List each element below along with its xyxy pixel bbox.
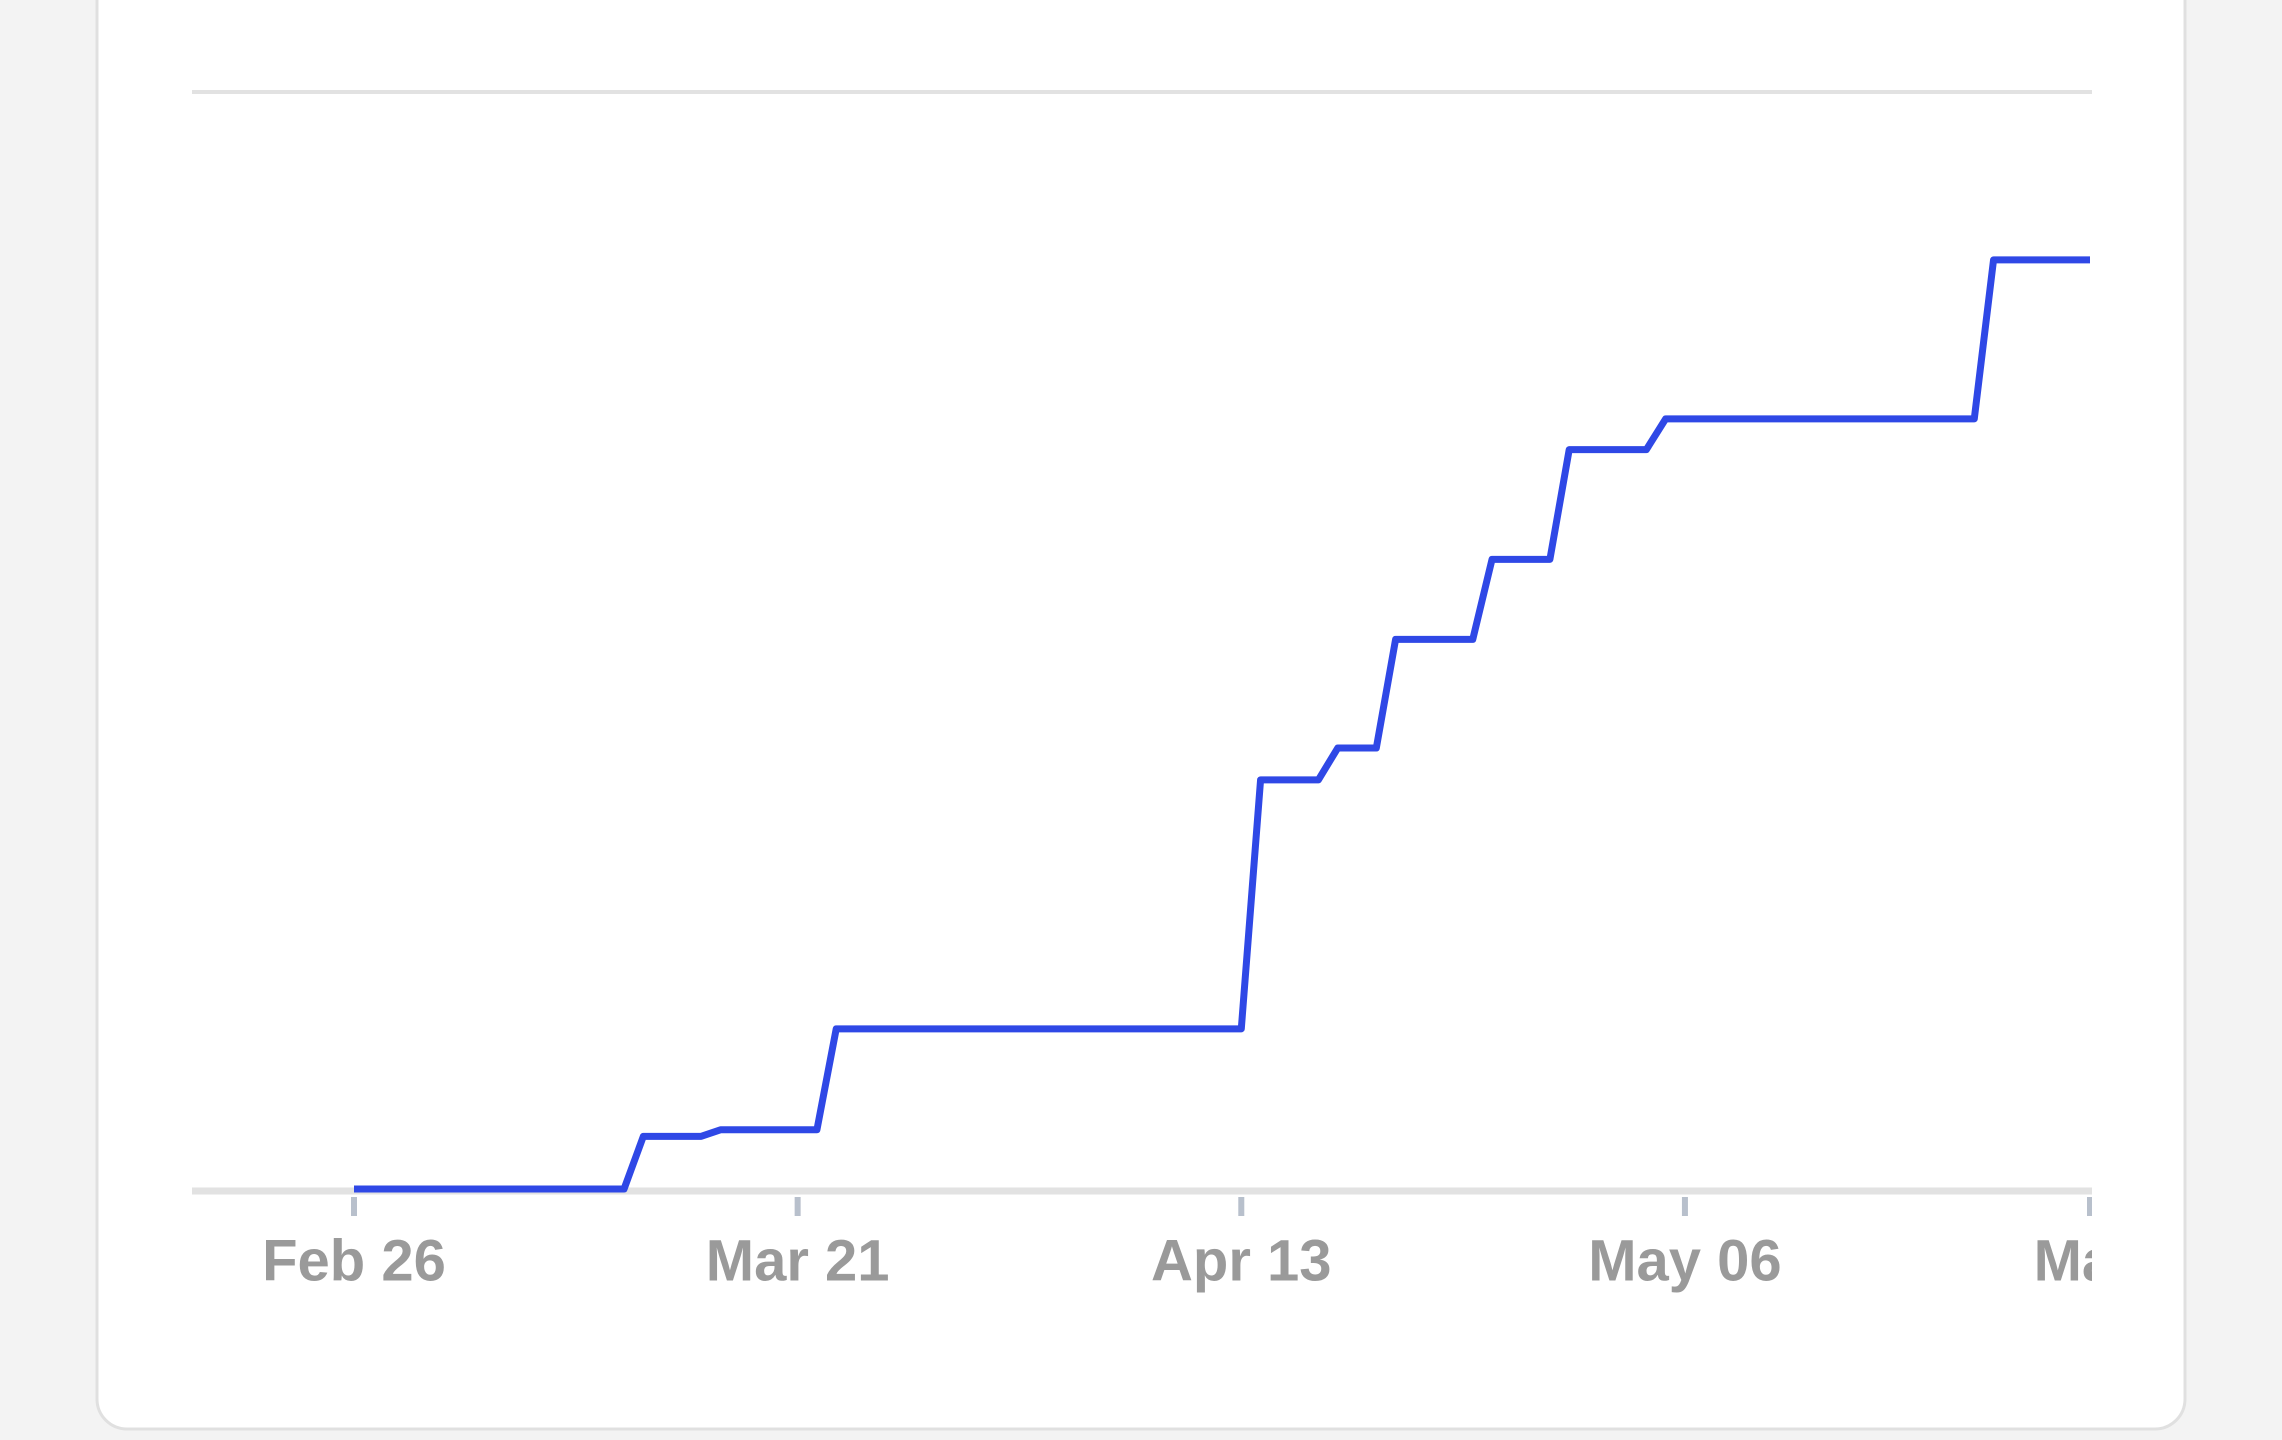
x-tick-label: May [2034, 1228, 2147, 1293]
x-tick-label: May 06 [1588, 1228, 1781, 1293]
plot: Feb 26 Mar 21 Apr 13 May 06 May [192, 90, 2147, 1293]
card [95, 0, 2187, 1431]
x-tick-label: Apr 13 [1151, 1228, 1332, 1293]
line [354, 256, 2090, 1193]
x-tick-label: Feb 26 [262, 1228, 446, 1293]
x-tick-label: Mar 21 [706, 1228, 890, 1293]
